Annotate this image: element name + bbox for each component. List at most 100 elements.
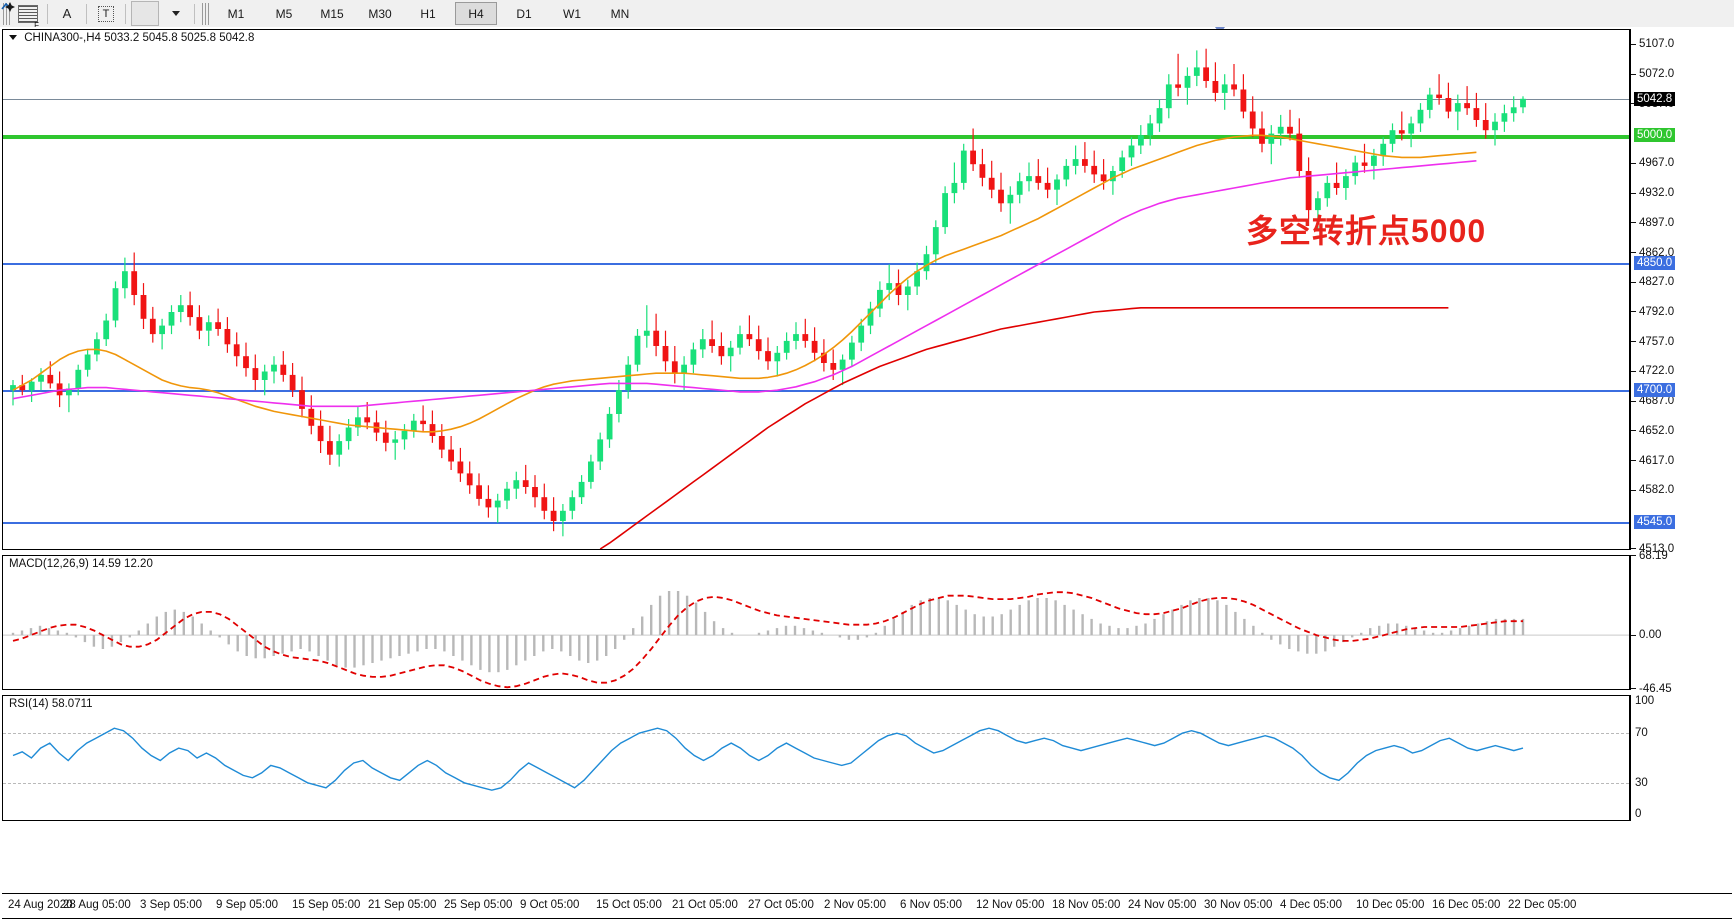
toolbar-separator — [86, 3, 87, 24]
time-tick: 6 Nov 05:00 — [900, 899, 963, 911]
rsi-overbought-line — [3, 733, 1629, 735]
timeframe-m15[interactable]: M15 — [320, 6, 344, 21]
rsi-pane-inner — [3, 696, 1629, 820]
macd-axis-line — [1629, 555, 1631, 690]
macd-tick: 68.19 — [1631, 550, 1668, 562]
price-tick: 4582.0 — [1631, 484, 1674, 496]
rsi-tick: 100 — [1635, 695, 1655, 707]
timeframe-m5[interactable]: M5 — [275, 6, 293, 21]
chart-annotation-text: 多空转折点5000 — [1246, 213, 1487, 249]
rsi-tick: 30 — [1635, 776, 1648, 789]
price-tick: 5107.0 — [1631, 38, 1674, 50]
macd-tick: -46.45 — [1631, 683, 1672, 695]
time-axis-rule-bottom — [2, 918, 1732, 919]
timeframe-h1[interactable]: H1 — [420, 6, 436, 21]
rsi-svg — [12, 727, 1524, 791]
macd-svg — [3, 591, 1629, 689]
hline-level-4545 — [3, 521, 1629, 524]
hline-level-4700 — [3, 390, 1629, 393]
price-pane-inner: 多空转折点5000 — [3, 30, 1629, 549]
time-tick: 18 Nov 05:00 — [1052, 899, 1121, 911]
price-y-axis[interactable]: 5107.05072.05037.04967.04932.04897.04862… — [1631, 29, 1734, 555]
price-tick: 4513.0 — [1631, 543, 1674, 555]
rsi-label: RSI(14) 58.0711 — [9, 698, 93, 710]
price-pane[interactable]: 多空转折点5000 CHINA300-,H4 5033.2 5045.8 502… — [2, 29, 1630, 550]
timeframe-m30[interactable]: M30 — [368, 6, 392, 21]
hline-level-4850 — [3, 262, 1629, 265]
chart-collapse-icon[interactable] — [9, 35, 17, 41]
toolbar-separator — [125, 3, 126, 24]
timeframe-w1[interactable]: W1 — [563, 6, 581, 21]
time-tick: 2 Nov 05:00 — [824, 899, 887, 911]
time-tick: 12 Nov 05:00 — [976, 899, 1045, 911]
time-tick: 15 Sep 05:00 — [292, 899, 361, 911]
toolbar-separator — [194, 3, 195, 24]
timeframe-mn[interactable]: MN — [610, 6, 630, 21]
price-tick: 4792.0 — [1631, 306, 1674, 318]
timeframe-h4[interactable]: H4 — [455, 2, 497, 25]
time-tick: 9 Sep 05:00 — [216, 899, 279, 911]
timeframe-m1[interactable]: M1 — [227, 6, 245, 21]
time-axis[interactable]: 24 Aug 2020 28 Aug 05:00 3 Sep 05:00 9 Sep … — [0, 893, 1734, 924]
hline-current-price — [3, 98, 1629, 100]
time-tick: 25 Sep 05:00 — [444, 899, 513, 911]
objects-dropdown-icon[interactable] — [161, 1, 189, 26]
price-tick: 4722.0 — [1631, 365, 1674, 377]
time-tick: 4 Dec 05:00 — [1280, 899, 1343, 911]
time-axis-rule-top — [2, 893, 1732, 894]
time-tick: 28 Aug 05:00 — [63, 899, 131, 911]
chart-template-icon[interactable] — [14, 1, 42, 30]
time-tick: 9 Oct 05:00 — [520, 899, 580, 911]
macd-label: MACD(12,26,9) 14.59 12.20 — [9, 558, 153, 570]
price-level-label-5042-8[interactable]: 5042.8 — [1634, 91, 1676, 106]
time-tick: 10 Dec 05:00 — [1356, 899, 1425, 911]
rsi-pane[interactable]: RSI(14) 58.0711 — [2, 695, 1630, 821]
timeframe-d1[interactable]: D1 — [516, 6, 532, 21]
rsi-oversold-line — [3, 782, 1629, 784]
price-axis-line — [1629, 29, 1631, 550]
price-tick: 5072.0 — [1631, 68, 1674, 80]
macd-tick: 0.00 — [1631, 629, 1661, 641]
rsi-tick: 70 — [1635, 727, 1648, 740]
toolbar-grip[interactable] — [3, 2, 10, 25]
text-label-icon[interactable]: A — [53, 1, 81, 26]
timeframe-strip: M1 M5 M15 M30 H1 H4 D1 W1 MN — [212, 2, 644, 25]
rsi-y-axis[interactable]: 100 70 30 0 — [1631, 695, 1734, 821]
price-tick: 4652.0 — [1631, 425, 1674, 437]
hline-pivot-5000 — [3, 135, 1629, 140]
price-tick: 4687.0 — [1631, 395, 1674, 407]
price-level-label-4700-0[interactable]: 4700.0 — [1634, 383, 1676, 398]
price-tick: 4617.0 — [1631, 455, 1674, 467]
time-tick: 21 Oct 05:00 — [672, 899, 738, 911]
time-tick: 15 Oct 05:00 — [596, 899, 662, 911]
price-tick: 4827.0 — [1631, 276, 1674, 288]
price-level-label-4850-0[interactable]: 4850.0 — [1634, 255, 1676, 270]
objects-icon[interactable] — [1, 1, 159, 26]
macd-y-axis[interactable]: 68.19 0.00 -46.45 — [1631, 550, 1734, 695]
timeframe-grip[interactable] — [202, 2, 209, 25]
chart-frame: 多空转折点5000 CHINA300-,H4 5033.2 5045.8 502… — [0, 27, 1734, 924]
rsi-tick: 0 — [1635, 808, 1642, 820]
time-tick: 22 Dec 05:00 — [1508, 899, 1577, 911]
price-tick: 4757.0 — [1631, 336, 1674, 348]
price-tick: 4932.0 — [1631, 187, 1674, 199]
macd-pane[interactable]: MACD(12,26,9) 14.59 12.20 — [2, 555, 1630, 690]
chart-toolbar: A T M1 M5 M15 M30 H1 H4 D1 W1 MN — [0, 0, 1734, 30]
time-tick: 3 Sep 05:00 — [140, 899, 203, 911]
price-candles-svg — [10, 48, 1526, 549]
time-tick: 30 Nov 05:00 — [1204, 899, 1273, 911]
toolbar-separator — [47, 3, 48, 24]
price-tick: 4967.0 — [1631, 157, 1674, 169]
time-tick: 16 Dec 05:00 — [1432, 899, 1501, 911]
macd-pane-inner — [3, 556, 1629, 689]
time-tick: 21 Sep 05:00 — [368, 899, 437, 911]
time-tick: 27 Oct 05:00 — [748, 899, 814, 911]
price-level-label-4545-0[interactable]: 4545.0 — [1634, 514, 1676, 529]
price-tick: 4862.0 — [1631, 247, 1674, 259]
price-level-label-5000-0[interactable]: 5000.0 — [1634, 128, 1676, 143]
rsi-axis-line — [1629, 695, 1631, 821]
symbol-ohlc-text: CHINA300-,H4 5033.2 5045.8 5025.8 5042.8 — [24, 32, 255, 44]
symbol-info-label: CHINA300-,H4 5033.2 5045.8 5025.8 5042.8 — [9, 32, 254, 44]
text-box-icon[interactable]: T — [92, 1, 120, 26]
